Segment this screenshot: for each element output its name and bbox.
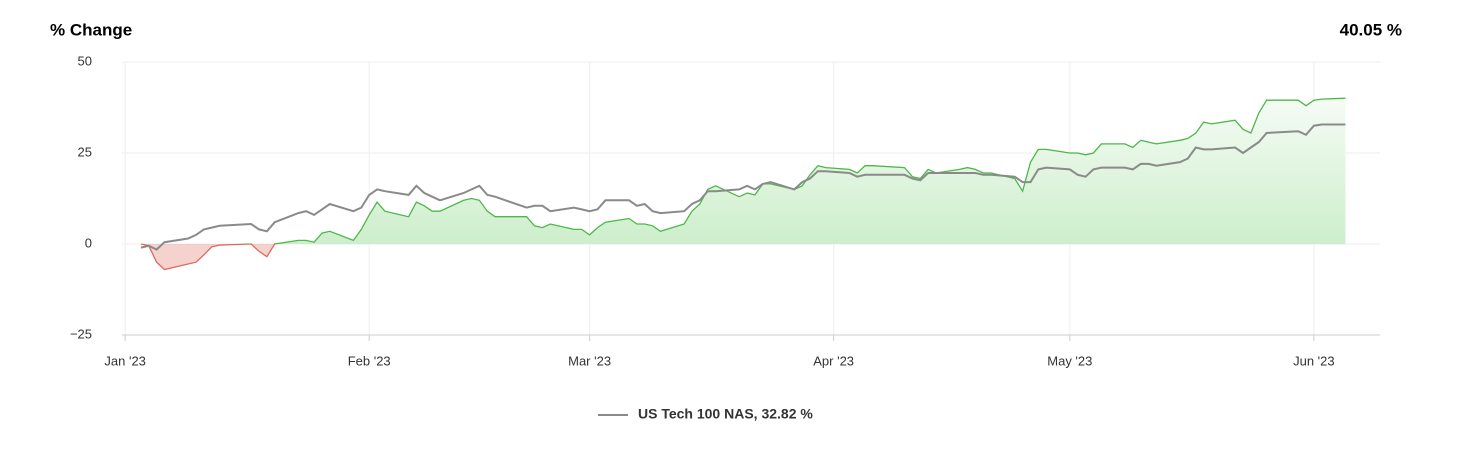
x-tick-label: May '23 (1047, 353, 1092, 368)
x-tick-label: Jun '23 (1293, 353, 1335, 368)
x-tick-label: Feb '23 (348, 353, 391, 368)
y-tick-label: 25 (78, 144, 92, 159)
chart-title: % Change (50, 20, 132, 39)
area-positive (140, 98, 1346, 244)
x-tick-label: Jan '23 (104, 353, 146, 368)
y-tick-label: 0 (85, 235, 92, 250)
x-tick-label: Apr '23 (813, 353, 854, 368)
x-tick-label: Mar '23 (568, 353, 611, 368)
legend-label: US Tech 100 NAS, 32.82 % (638, 406, 813, 422)
plot-area (140, 97, 1346, 271)
y-tick-label: −25 (70, 326, 92, 341)
y-tick-label: 50 (78, 53, 92, 68)
last-value: 40.05 % (1340, 20, 1402, 39)
legend: US Tech 100 NAS, 32.82 % (598, 406, 813, 422)
area-negative (140, 244, 1346, 270)
line-positive (140, 97, 1346, 244)
axis-labels: 50 25 0 −25 Jan '23 Feb '23 Mar '23 Apr '23 May … (70, 53, 1335, 368)
line (140, 123, 1346, 251)
